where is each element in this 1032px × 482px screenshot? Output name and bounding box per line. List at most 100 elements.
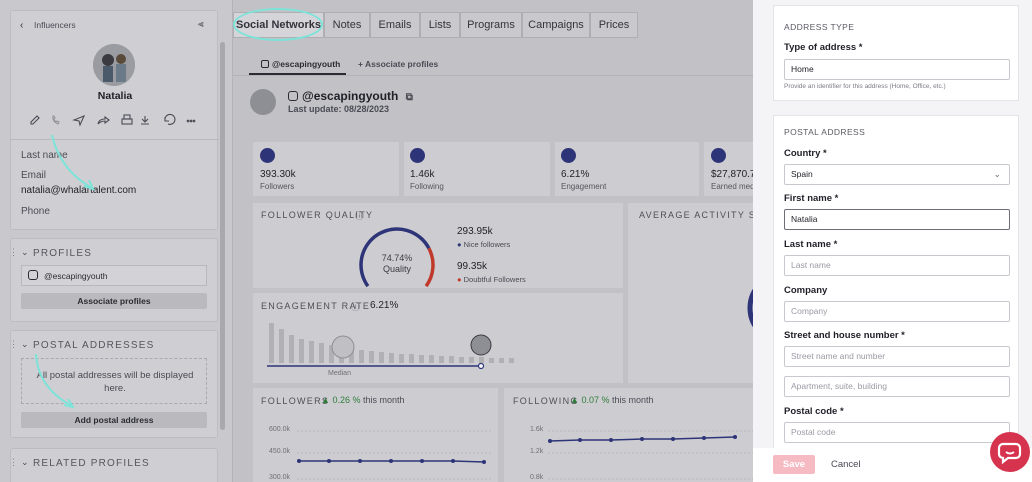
profile-actions bbox=[28, 113, 208, 127]
users-icon bbox=[260, 148, 275, 163]
subtab-handle-label: @escapingyouth bbox=[272, 59, 341, 69]
edit-icon bbox=[30, 115, 40, 125]
profile-row[interactable]: @escapingyouth bbox=[21, 265, 207, 286]
stat-value: 1.46k bbox=[410, 169, 435, 180]
email-value[interactable]: natalia@whalartalent.com bbox=[21, 185, 137, 196]
last-update: Last update: 08/28/2023 bbox=[288, 104, 390, 114]
drag-handle-icon[interactable]: ⋮ bbox=[9, 457, 18, 467]
y-tick: 600.0k bbox=[269, 426, 291, 433]
external-link-icon[interactable]: ⧉ bbox=[405, 92, 413, 103]
chevron-down-icon: ⌄ bbox=[993, 169, 1001, 179]
address-type-section: ADDRESS TYPE Type of address * Home Prov… bbox=[773, 5, 1019, 101]
profiles-title: PROFILES bbox=[33, 248, 93, 259]
following-change: ▲ 0.07 % this month bbox=[570, 395, 654, 405]
refresh-icon bbox=[164, 113, 176, 125]
follower-quality-title: FOLLOWER QUALITY bbox=[261, 210, 374, 220]
profile-card: ‹ Influencers ⫷ Natalia bbox=[10, 10, 219, 230]
engagement-title: ENGAGEMENT RATE bbox=[261, 301, 371, 311]
postal-address-heading: POSTAL ADDRESS bbox=[784, 127, 866, 137]
profile-handle: @escapingyouth bbox=[44, 271, 108, 281]
profiles-card: ⋮ ⌄ PROFILES @escapingyouth Associate pr… bbox=[9, 238, 218, 322]
instagram-icon bbox=[28, 270, 38, 280]
gauge-doubtful-arc bbox=[424, 247, 435, 288]
print-icon bbox=[121, 114, 133, 125]
instagram-icon bbox=[261, 60, 269, 68]
tab-notes[interactable]: Notes bbox=[324, 12, 370, 38]
tab-lists[interactable]: Lists bbox=[420, 12, 460, 38]
company-input[interactable]: Company bbox=[784, 301, 1010, 322]
drag-handle-icon[interactable]: ⋮ bbox=[9, 247, 18, 257]
back-arrow-icon[interactable]: ‹ bbox=[20, 20, 24, 31]
y-tick: 450.0k bbox=[269, 448, 291, 455]
address-type-heading: ADDRESS TYPE bbox=[784, 22, 855, 32]
related-title: RELATED PROFILES bbox=[33, 458, 150, 469]
save-button[interactable]: Save bbox=[773, 455, 815, 474]
chat-icon bbox=[997, 442, 1022, 465]
social-networks-panel: Social Networks Notes Emails Lists Progr… bbox=[233, 0, 768, 482]
nice-followers-legend: ● Nice followers bbox=[457, 240, 510, 249]
info-icon[interactable]: ⓘ bbox=[355, 211, 365, 221]
average-activity-card: AVERAGE ACTIVITY SPLIT bbox=[628, 203, 768, 383]
country-select[interactable]: Spain ⌄ bbox=[784, 164, 1010, 185]
last-name-input[interactable]: Last name bbox=[784, 255, 1010, 276]
stat-value: 6.21% bbox=[561, 169, 590, 180]
collapse-left-icon[interactable]: ⫷ bbox=[198, 19, 204, 30]
form-scroll-area[interactable]: ADDRESS TYPE Type of address * Home Prov… bbox=[753, 0, 1032, 448]
trend-up-icon: ▲ bbox=[321, 395, 330, 405]
form-footer: Save Cancel bbox=[753, 448, 1032, 482]
chat-button[interactable] bbox=[990, 432, 1030, 472]
subtab-underline bbox=[249, 73, 346, 75]
postal-title: POSTAL ADDRESSES bbox=[33, 340, 155, 351]
nice-followers-label: Nice followers bbox=[463, 240, 511, 249]
influencer-sidebar: ‹ Influencers ⫷ Natalia bbox=[0, 0, 233, 482]
engagement-rate-card: ENGAGEMENT RATE ⓘ 6.21% bbox=[253, 293, 623, 383]
address-type-hint: Provide an identifier for this address (… bbox=[784, 83, 946, 90]
tab-emails[interactable]: Emails bbox=[370, 12, 420, 38]
more-icon bbox=[186, 119, 196, 123]
drag-handle-icon[interactable]: ⋮ bbox=[9, 339, 18, 349]
first-name-input[interactable]: Natalia bbox=[784, 209, 1010, 230]
email-label: Email bbox=[21, 170, 47, 181]
share-icon bbox=[97, 115, 110, 125]
tab-prices[interactable]: Prices bbox=[590, 12, 638, 38]
handle-title: @escapingyouth ⧉ bbox=[288, 89, 413, 103]
stat-label: Following bbox=[410, 182, 444, 191]
y-tick: 1.2k bbox=[530, 448, 544, 455]
subtab-associate[interactable]: + Associate profiles bbox=[358, 59, 438, 69]
postal-code-input[interactable]: Postal code bbox=[784, 422, 1010, 443]
chevron-down-icon[interactable]: ⌄ bbox=[21, 339, 29, 349]
follower-quality-card: FOLLOWER QUALITY ⓘ 74.74% Quality 293.95… bbox=[253, 203, 623, 288]
followers-change: ▲ 0.26 % this month bbox=[321, 395, 405, 405]
subtab-handle[interactable]: @escapingyouth bbox=[261, 59, 340, 69]
stat-followers: 393.30k Followers bbox=[253, 142, 399, 196]
chevron-down-icon[interactable]: ⌄ bbox=[21, 457, 29, 467]
add-postal-address-button[interactable]: Add postal address bbox=[21, 412, 207, 428]
following-line-chart bbox=[548, 430, 768, 480]
street-input[interactable]: Street name and number bbox=[784, 346, 1010, 367]
scrollbar[interactable] bbox=[220, 42, 225, 430]
associate-profiles-button[interactable]: Associate profiles bbox=[21, 293, 207, 309]
chevron-down-icon[interactable]: ⌄ bbox=[21, 247, 29, 257]
add-postal-address-form: ADDRESS TYPE Type of address * Home Prov… bbox=[753, 0, 1032, 482]
navy-dot-icon: ● bbox=[457, 240, 462, 249]
tab-campaigns[interactable]: Campaigns bbox=[522, 12, 590, 38]
quality-gauge bbox=[359, 227, 435, 288]
tab-programs[interactable]: Programs bbox=[460, 12, 522, 38]
address-type-label: Type of address * bbox=[784, 42, 863, 53]
handle-title-text: @escapingyouth bbox=[302, 89, 399, 103]
info-icon[interactable]: ⓘ bbox=[351, 302, 361, 312]
address-type-input[interactable]: Home bbox=[784, 59, 1010, 80]
y-tick: 0.8k bbox=[530, 474, 544, 481]
user-icon bbox=[410, 148, 425, 163]
cancel-button[interactable]: Cancel bbox=[831, 459, 861, 470]
gauge-label: Quality bbox=[382, 264, 411, 274]
postal-address-section: POSTAL ADDRESS Country * Spain ⌄ First n… bbox=[773, 115, 1019, 448]
red-dot-icon: ● bbox=[457, 275, 462, 284]
back-link[interactable]: Influencers bbox=[34, 20, 76, 30]
instagram-icon bbox=[288, 91, 298, 101]
dollar-icon bbox=[711, 148, 726, 163]
apartment-input[interactable]: Apartment, suite, building bbox=[784, 376, 1010, 397]
y-tick: 1.6k bbox=[530, 426, 544, 433]
gauge-value: 74.74% bbox=[381, 253, 413, 263]
doubtful-followers-legend: ● Doubtful Followers bbox=[457, 275, 526, 284]
